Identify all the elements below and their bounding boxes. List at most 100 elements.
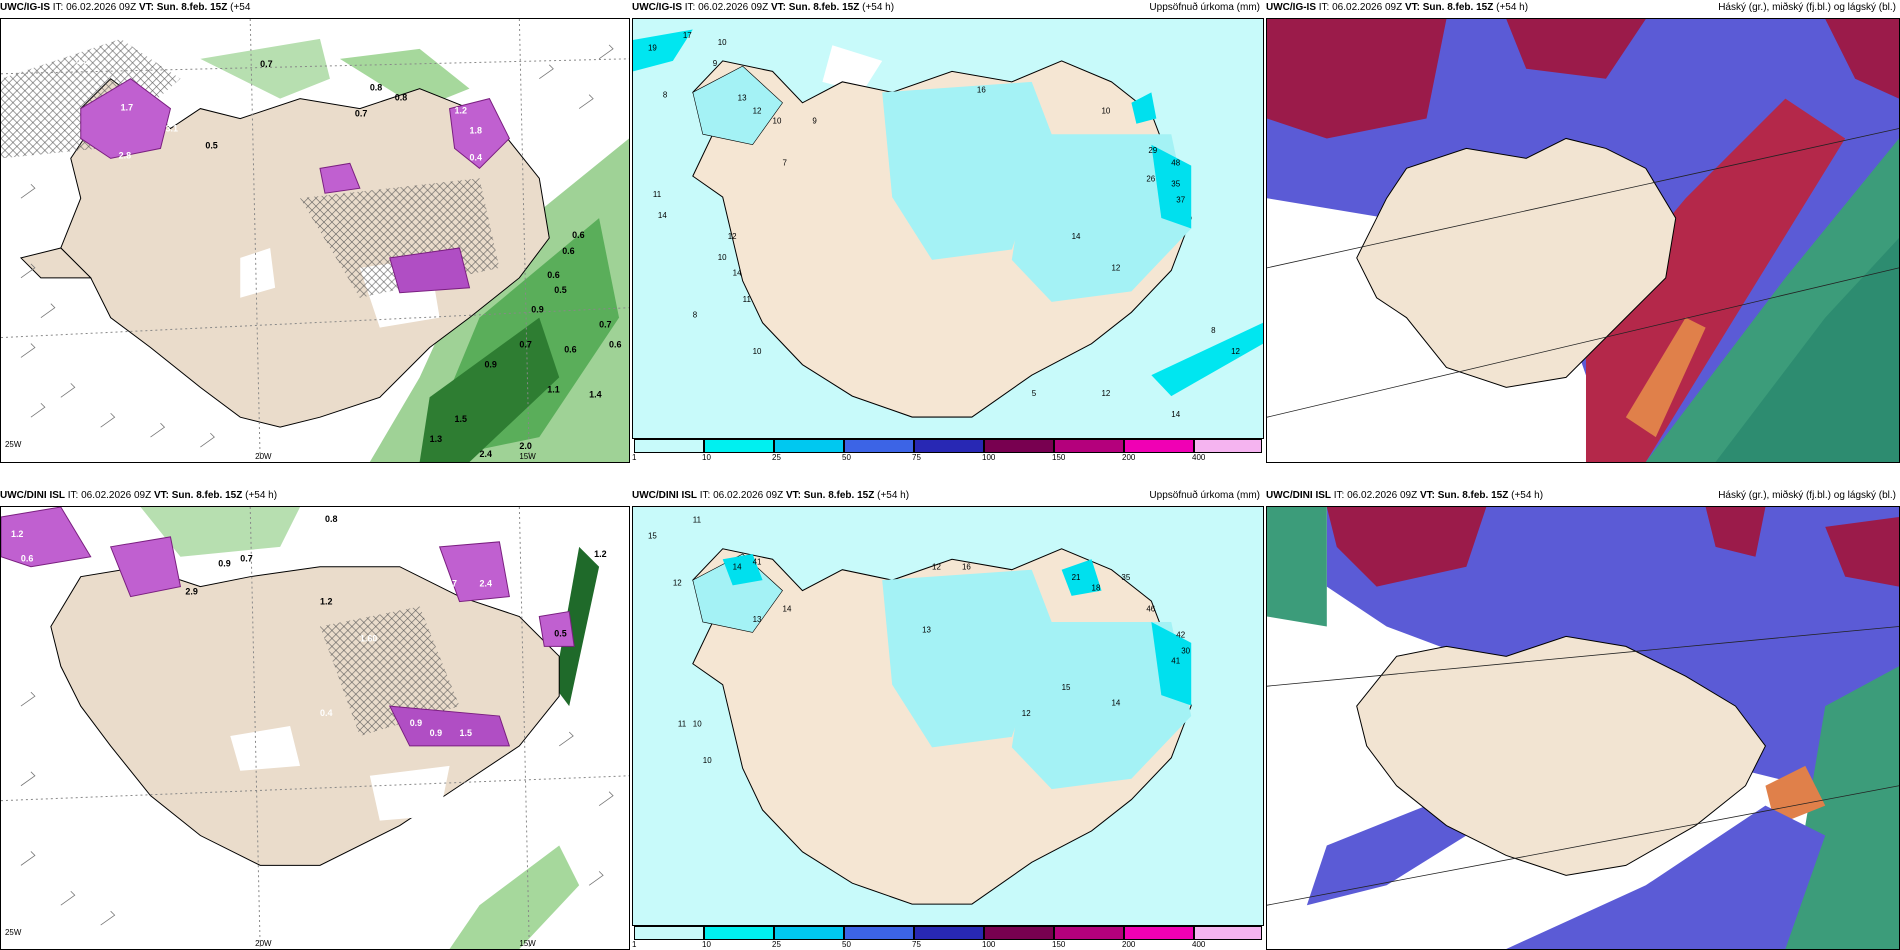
map-area: 1.2 0.6 0.8 0.9 0.7 2.9 1.2 0.7 2.4 1.60… (0, 506, 630, 950)
panel-dini-clouds: UWC/DINI ISL IT: 06.02.2026 09Z VT: Sun.… (1266, 488, 1900, 950)
init-time: IT: 06.02.2026 09Z (1318, 2, 1403, 13)
colorbar-tick: 25 (772, 940, 781, 949)
colorbar-segment (634, 439, 704, 453)
colorbar-tick: 100 (982, 940, 996, 949)
colorbar-segment (704, 926, 774, 940)
lead-time: (+54 h) (245, 490, 278, 501)
precip-value: 0.7 (260, 59, 272, 69)
colorbar-segment (984, 926, 1054, 940)
precip-value: 0.6 (572, 230, 584, 240)
precip-value: 11 (678, 719, 687, 728)
lon-label: 15W (519, 452, 536, 461)
panel-field-title: Háský (gr.), miðský (fj.bl.) og lágský (… (1718, 2, 1896, 13)
colorbar-segment (1124, 926, 1194, 940)
precip-value: 0.7 (599, 320, 611, 330)
precip-value: 0.9 (218, 559, 230, 569)
precip-value: 15 (1062, 683, 1071, 692)
precip-value: 11 (693, 516, 702, 525)
precip-value: 16 (977, 85, 986, 94)
precip-value: 10 (753, 347, 762, 356)
colorbar-tick: 75 (912, 453, 921, 462)
precip-value: 12 (1102, 389, 1111, 398)
colorbar-tick: 150 (1052, 940, 1066, 949)
colorbar: 1 10 25 50 75 100 150 200 400 (632, 926, 1262, 950)
valid-time: VT: Sun. 8.feb. 15Z (153, 490, 243, 501)
colorbar-tick: 200 (1122, 453, 1136, 462)
precip-value: 15 (648, 531, 657, 540)
colorbar: 1 10 25 50 75 100 150 200 400 (632, 439, 1262, 463)
precip-value: 19 (648, 43, 657, 52)
precip-value: 21 (1072, 573, 1081, 582)
init-time: IT: 06.02.2026 09Z (684, 2, 769, 13)
precip-value: 30 (1181, 646, 1190, 655)
precip-value: 2.0 (519, 441, 531, 451)
panel-field-title: Uppsöfnuð úrkoma (mm) (1149, 2, 1260, 13)
precip-value: 37 (1176, 195, 1185, 204)
model-name: UWC/DINI ISL (1266, 490, 1331, 501)
panel-header: UWC/IG-IS IT: 06.02.2026 09Z VT: Sun. 8.… (632, 0, 1264, 18)
init-time: IT: 06.02.2026 09Z (52, 2, 137, 13)
panel-dini-accum-precip: UWC/DINI ISL IT: 06.02.2026 09Z VT: Sun.… (632, 488, 1264, 950)
colorbar-segment (1124, 439, 1194, 453)
precip-value: 0.6 (562, 246, 574, 256)
map-area (1266, 18, 1900, 463)
colorbar-tick: 150 (1052, 453, 1066, 462)
precip-value: 9 (812, 117, 817, 126)
precip-value: 1.2 (320, 597, 332, 607)
precip-value: 1.4 (589, 389, 601, 399)
precip-value: 13 (738, 94, 747, 103)
panel-header: UWC/IG-IS IT: 06.02.2026 09Z VT: Sun. 8.… (1266, 0, 1900, 18)
colorbar-segment (914, 926, 984, 940)
lead-time: (+54 (230, 2, 251, 13)
panel-igis-accum-precip: UWC/IG-IS IT: 06.02.2026 09Z VT: Sun. 8.… (632, 0, 1264, 463)
precip-value: 0.6 (547, 270, 559, 280)
precip-value: 0.6 (21, 554, 33, 564)
precip-value: 10 (693, 719, 702, 728)
precip-value: 5 (1032, 389, 1037, 398)
panel-header: UWC/DINI ISL IT: 06.02.2026 09Z VT: Sun.… (1266, 488, 1900, 506)
colorbar-tick: 75 (912, 940, 921, 949)
precip-value: 8 (693, 310, 698, 319)
model-name: UWC/IG-IS (0, 2, 50, 13)
precip-value: 48 (1171, 158, 1180, 167)
colorbar-segment (1054, 439, 1124, 453)
colorbar-segment (634, 926, 704, 940)
precip-value: 13 (922, 625, 931, 634)
precip-value: 2.8 (119, 150, 131, 160)
precip-value: 14 (733, 563, 742, 572)
precip-value: 2.9 (185, 587, 197, 597)
colorbar-segment (984, 439, 1054, 453)
colorbar-segment (1194, 926, 1262, 940)
colorbar-segment (844, 926, 914, 940)
model-name: UWC/DINI ISL (632, 490, 697, 501)
precip-value: 12 (1231, 347, 1240, 356)
lead-time: (+54 h) (862, 2, 895, 13)
precip-value: 12 (753, 106, 762, 115)
colorbar-segment (704, 439, 774, 453)
precip-value: 1.2 (594, 549, 606, 559)
map-area (1266, 506, 1900, 950)
precip-value: 14 (1072, 232, 1081, 241)
precip-value: 1.5 (460, 728, 472, 738)
valid-time: VT: Sun. 8.feb. 15Z (785, 490, 875, 501)
precip-value: 1.2 (11, 529, 23, 539)
precip-value: 0.5 (205, 140, 217, 150)
precip-value: 1.3 (430, 434, 442, 444)
valid-time: VT: Sun. 8.feb. 15Z (138, 2, 228, 13)
precip-value: 14 (1171, 410, 1180, 419)
colorbar-tick: 100 (982, 453, 996, 462)
precip-value: 18 (1092, 583, 1101, 592)
precip-value: 35 (1121, 573, 1130, 582)
precip-value: 0.9 (430, 728, 442, 738)
colorbar-tick: 400 (1192, 453, 1206, 462)
precip-value: 16 (962, 563, 971, 572)
precip-value: 0.6 (609, 340, 621, 350)
colorbar-tick: 50 (842, 940, 851, 949)
precip-value: 1.8 (470, 125, 482, 135)
precip-value: 0.3 (76, 56, 88, 66)
precip-value: 3.1 (165, 123, 177, 133)
lon-label: 20W (255, 452, 272, 461)
model-name: UWC/DINI ISL (0, 490, 65, 501)
precip-value: 14 (1111, 698, 1120, 707)
lead-time: (+54 h) (877, 490, 910, 501)
